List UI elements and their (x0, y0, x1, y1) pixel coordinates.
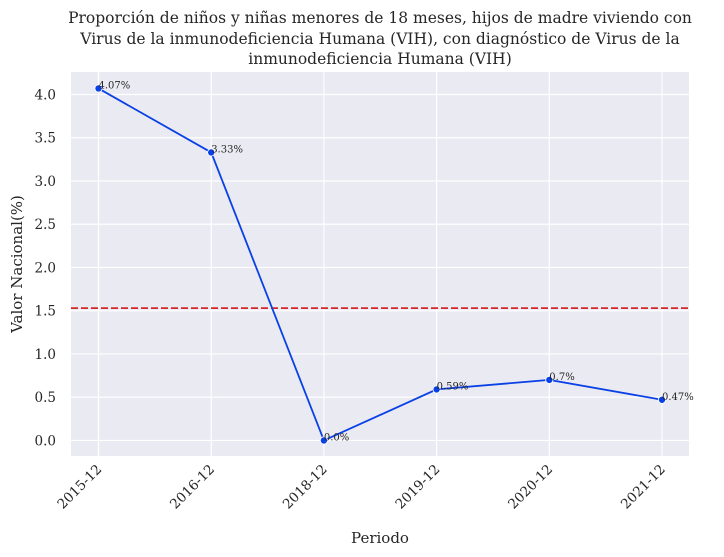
chart-title-line-3: inmunodeficiencia Humana (VIH) (248, 50, 512, 68)
data-point (207, 148, 216, 157)
data-label: 0.7% (549, 372, 574, 383)
data-point (94, 84, 103, 93)
y-tick-label: 0.0 (35, 433, 56, 449)
data-label: 4.07% (99, 80, 131, 91)
y-tick-label: 2.0 (35, 260, 56, 276)
x-tick-label: 2016-12 (167, 462, 218, 513)
y-axis-ticks: 0.0 0.5 1.0 1.5 2.0 2.5 3.0 3.5 4.0 (35, 87, 56, 449)
x-axis-ticks: 2015-12 2016-12 2018-12 2019-12 2020-12 2021-… (54, 462, 668, 513)
data-label: 0.59% (437, 381, 469, 392)
data-point (658, 395, 667, 404)
y-tick-label: 1.5 (35, 304, 56, 320)
y-tick-label: 2.5 (35, 217, 56, 233)
data-label: 3.33% (211, 144, 243, 155)
data-point (545, 375, 554, 384)
plot-area (71, 72, 689, 456)
chart-title-line-1: Proporción de niños y niñas menores de 1… (68, 9, 692, 27)
y-tick-label: 0.5 (35, 390, 56, 406)
series-line (98, 87, 663, 442)
y-axis-label: Valor Nacional(%) (8, 195, 26, 334)
y-tick-label: 3.0 (35, 174, 56, 190)
x-tick-label: 2021-12 (618, 462, 669, 513)
chart-title-line-2: Virus de la inmunodeficiencia Humana (VI… (79, 30, 679, 48)
x-tick-label: 2019-12 (392, 462, 443, 513)
data-label: 0.47% (662, 392, 694, 403)
data-point (319, 436, 328, 445)
data-point (432, 385, 441, 394)
data-label: 0.0% (324, 432, 349, 443)
data-points: 4.07% 3.33% 0.0% 0.59% 0.7% 0.47% (94, 80, 694, 445)
x-tick-label: 2018-12 (280, 462, 331, 513)
x-axis-label: Periodo (351, 529, 409, 547)
y-tick-label: 1.0 (35, 347, 56, 363)
x-tick-label: 2020-12 (505, 462, 556, 513)
y-tick-label: 4.0 (35, 87, 56, 103)
y-tick-label: 3.5 (35, 131, 56, 147)
x-tick-label: 2015-12 (54, 462, 105, 513)
